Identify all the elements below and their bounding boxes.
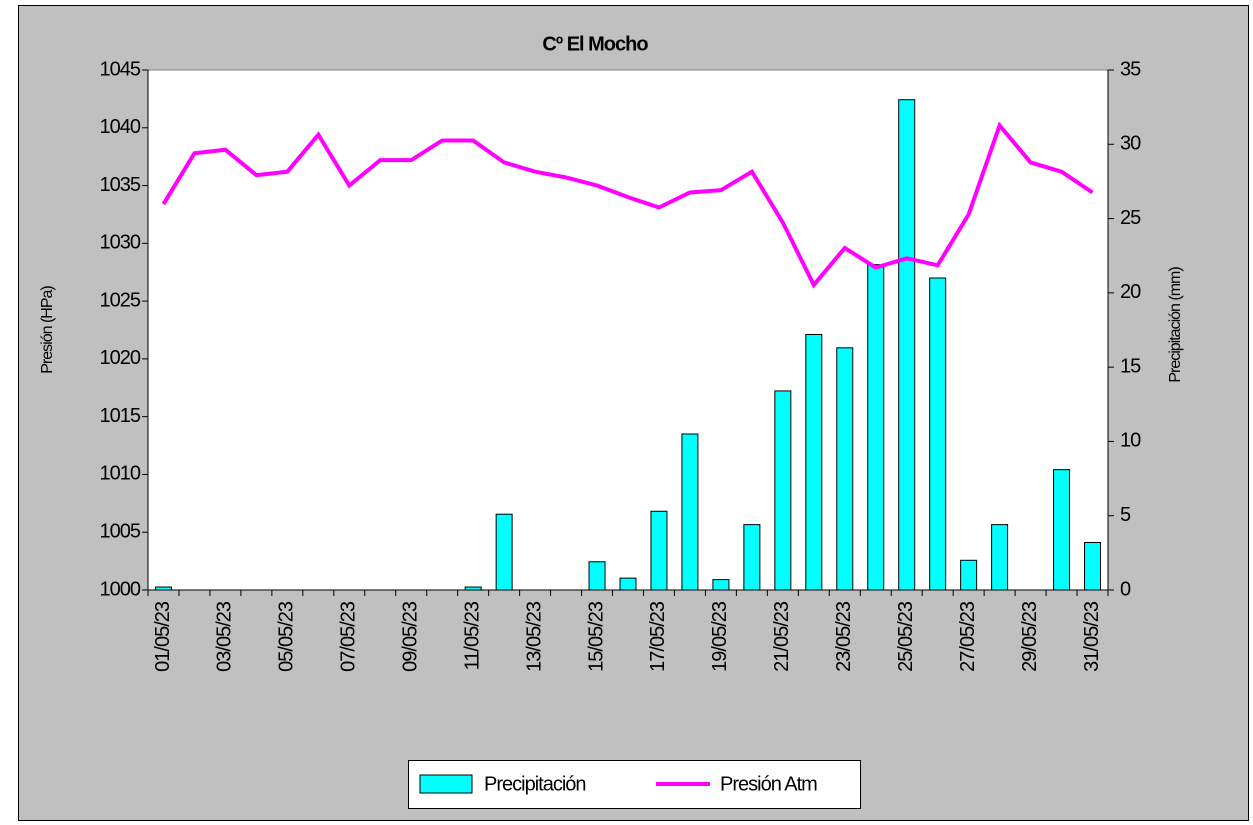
y-tick-label: 1005 <box>100 521 141 543</box>
x-tick-label: 01/05/23 <box>152 601 174 672</box>
bar <box>836 347 854 591</box>
bar <box>712 579 730 591</box>
legend <box>408 760 861 809</box>
x-tick-label: 21/05/23 <box>771 601 793 672</box>
x-tick-label: 17/05/23 <box>647 601 669 672</box>
legend-label: Presión Atm <box>720 773 817 795</box>
y2-tick-label: 20 <box>1120 281 1141 303</box>
bar <box>1084 541 1102 591</box>
x-tick-label: 09/05/23 <box>400 601 422 672</box>
x-tick-label: 27/05/23 <box>957 601 979 672</box>
bar <box>1053 469 1071 591</box>
y-tick-label: 1000 <box>100 578 141 600</box>
chart-title: Cº El Mocho <box>542 33 648 55</box>
x-tick-label: 31/05/23 <box>1081 601 1103 672</box>
y2-axis-label: Precipitación (mm) <box>1167 267 1184 383</box>
x-tick-label: 07/05/23 <box>338 601 360 672</box>
y2-tick-label: 30 <box>1120 133 1141 155</box>
legend-swatch <box>419 774 473 794</box>
x-tick-label: 25/05/23 <box>895 601 917 672</box>
y-tick-label: 1030 <box>100 232 141 254</box>
x-tick-label: 15/05/23 <box>585 601 607 672</box>
bar <box>929 277 947 591</box>
x-tick-label: 23/05/23 <box>833 601 855 672</box>
y2-tick-label: 10 <box>1120 430 1141 452</box>
bar <box>619 577 637 591</box>
line <box>161 121 1094 289</box>
bar <box>774 390 792 591</box>
bar <box>154 586 172 591</box>
bar <box>805 333 823 591</box>
bar <box>867 264 885 591</box>
x-tick-label: 13/05/23 <box>523 601 545 672</box>
y-tick-label: 1020 <box>100 347 141 369</box>
y-axis-label: Presión (HPa) <box>39 286 56 374</box>
bar <box>991 524 1009 591</box>
y2-tick-label: 0 <box>1120 578 1131 600</box>
bar <box>588 561 606 591</box>
x-tick-label: 29/05/23 <box>1019 601 1041 672</box>
y-tick-label: 1045 <box>100 58 141 80</box>
x-tick-label: 05/05/23 <box>276 601 298 672</box>
y2-tick-label: 35 <box>1120 58 1141 80</box>
y-tick-label: 1015 <box>100 405 141 427</box>
y-tick-label: 1035 <box>100 174 141 196</box>
x-tick-label: 19/05/23 <box>709 601 731 672</box>
bar <box>743 524 761 591</box>
legend-label: Precipitación <box>484 773 586 795</box>
bar <box>898 99 916 591</box>
y-tick-label: 1025 <box>100 289 141 311</box>
bar <box>464 586 482 591</box>
y2-tick-label: 5 <box>1120 504 1131 526</box>
x-tick-label: 11/05/23 <box>461 601 483 670</box>
y-tick-label: 1040 <box>100 116 141 138</box>
y2-tick-label: 15 <box>1120 355 1141 377</box>
bar <box>495 513 513 591</box>
bar <box>960 559 978 591</box>
plot-area <box>147 69 1109 591</box>
y-tick-label: 1010 <box>100 463 141 485</box>
bar <box>681 433 699 591</box>
bar <box>650 510 668 591</box>
y2-tick-label: 25 <box>1120 207 1141 229</box>
x-tick-label: 03/05/23 <box>214 601 236 672</box>
